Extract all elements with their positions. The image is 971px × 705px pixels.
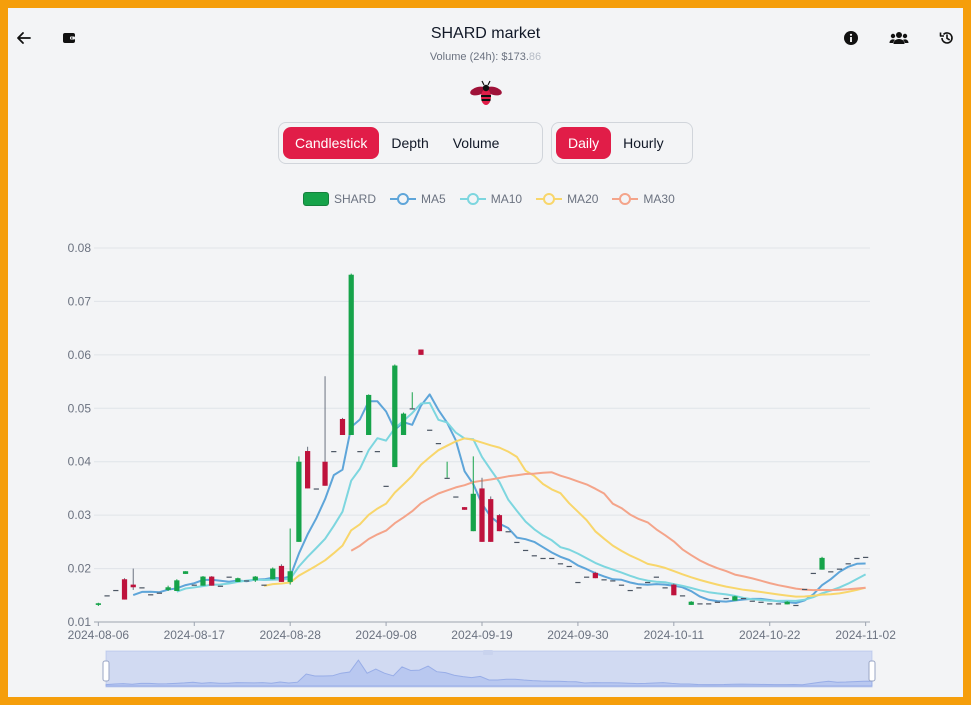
chart-legend: SHARD MA5 MA10 MA20 MA30 (303, 192, 675, 206)
tab-hourly[interactable]: Hourly (623, 135, 664, 151)
volume-label: Volume (24h): (429, 51, 502, 63)
tab-candlestick[interactable]: Candlestick (283, 127, 380, 159)
legend-label: SHARD (334, 192, 377, 206)
legend-label: MA5 (421, 192, 446, 206)
arrow-left-icon (17, 32, 31, 44)
market-window: SHARD market Volume (24h): $173.86 Candl… (8, 8, 963, 697)
zoom-handle-left[interactable] (102, 660, 110, 682)
legend-item-ma10[interactable]: MA10 (459, 192, 523, 206)
tab-daily[interactable]: Daily (556, 127, 612, 159)
zoom-handle-right[interactable] (868, 660, 876, 682)
bee-logo-icon (470, 80, 502, 105)
volume-value: $173. (501, 51, 529, 63)
legend-label: MA10 (490, 192, 523, 206)
history-icon (939, 32, 953, 44)
line-swatch (612, 192, 639, 206)
users-button[interactable] (885, 24, 913, 52)
wallet-button[interactable] (55, 24, 83, 52)
candle-swatch (303, 192, 329, 206)
interval-tabs: Daily Hourly (551, 122, 693, 164)
legend-item-ma5[interactable]: MA5 (390, 192, 446, 206)
legend-label: MA20 (567, 192, 599, 206)
info-button[interactable] (837, 24, 865, 52)
legend-item-ma20[interactable]: MA20 (536, 192, 598, 206)
chart-type-tabs: Candlestick Depth Volume (278, 122, 543, 164)
info-icon (844, 31, 858, 45)
legend-item-shard[interactable]: SHARD (303, 192, 376, 206)
legend-label: MA30 (643, 192, 675, 206)
line-swatch (536, 192, 563, 206)
volume-cents: 86 (528, 51, 542, 63)
history-button[interactable] (933, 24, 961, 52)
legend-item-ma30[interactable]: MA30 (612, 192, 675, 206)
line-swatch (459, 192, 486, 206)
wallet-icon (63, 33, 75, 43)
tab-volume[interactable]: Volume (452, 135, 500, 151)
line-swatch (390, 192, 417, 206)
users-icon (889, 32, 909, 44)
zoom-preview-area (105, 659, 873, 687)
zoom-selection (106, 651, 872, 687)
back-button[interactable] (10, 24, 38, 52)
tab-depth[interactable]: Depth (391, 135, 429, 151)
volume-24h: Volume (24h): $173.86 (8, 51, 963, 63)
zoom-move-handle[interactable] (483, 650, 493, 655)
page-title: SHARD market (430, 25, 541, 42)
data-zoom-slider[interactable] (8, 8, 963, 697)
